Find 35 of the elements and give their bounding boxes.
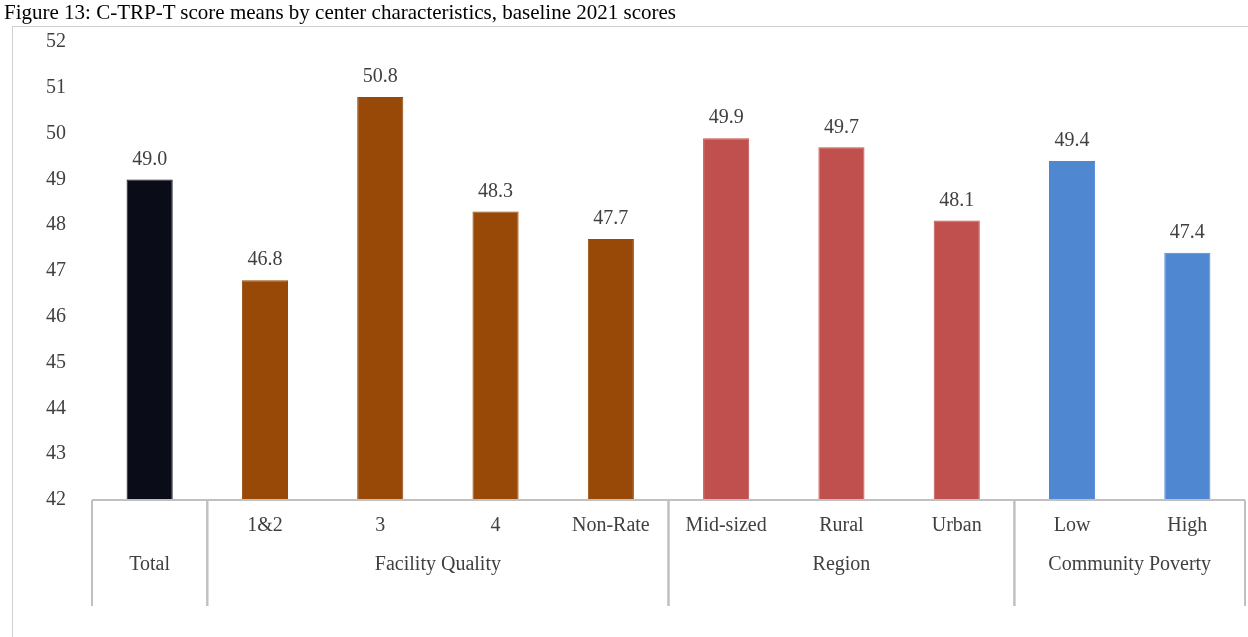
data-label: 49.4 [1054, 128, 1090, 151]
text: Community Poverty [1048, 552, 1212, 576]
x-tick-label: Non-Rate [571, 513, 650, 536]
x-tick-label: High [1167, 513, 1208, 537]
x-tick-label: Low [1053, 513, 1091, 536]
data-label: 50.8 [362, 64, 398, 87]
data-label: 49.0 [132, 146, 168, 169]
x-tick-label: 3 [375, 513, 386, 536]
text: Total [129, 552, 171, 575]
x-tick-label: 1&2 [247, 513, 283, 536]
data-label: 46.8 [247, 247, 283, 270]
y-tick-label: 42 [46, 487, 66, 510]
data-label: 47.7 [593, 206, 629, 229]
y-tick-label: 45 [46, 349, 66, 372]
y-tick-label: 52 [46, 29, 66, 52]
chart-title: Figure 13: C-TRP-T score means by center characteristics, baseline 2021 scores [4, 0, 676, 25]
x-tick-label: Urban [931, 513, 982, 536]
data-label: 48.3 [478, 178, 514, 201]
y-tick-label: 47 [46, 258, 66, 281]
y-tick-label: 43 [46, 441, 66, 464]
y-tick-label: 46 [46, 304, 66, 327]
y-tick-label: 48 [46, 212, 66, 235]
x-tick-label: Mid-sized [685, 513, 767, 536]
text: Region [812, 552, 871, 576]
y-tick-label: 50 [46, 120, 66, 143]
x-tick-label: 4 [490, 513, 501, 536]
data-label: 47.4 [1169, 219, 1205, 242]
y-tick-label: 44 [46, 395, 66, 418]
data-label: 49.9 [708, 105, 744, 128]
text: Facility Quality [374, 552, 501, 576]
data-label: 49.7 [823, 114, 859, 137]
data-label: 48.1 [939, 187, 975, 210]
y-tick-label: 51 [46, 75, 66, 98]
x-tick-label: Rural [819, 513, 865, 536]
y-tick-label: 49 [46, 166, 66, 189]
